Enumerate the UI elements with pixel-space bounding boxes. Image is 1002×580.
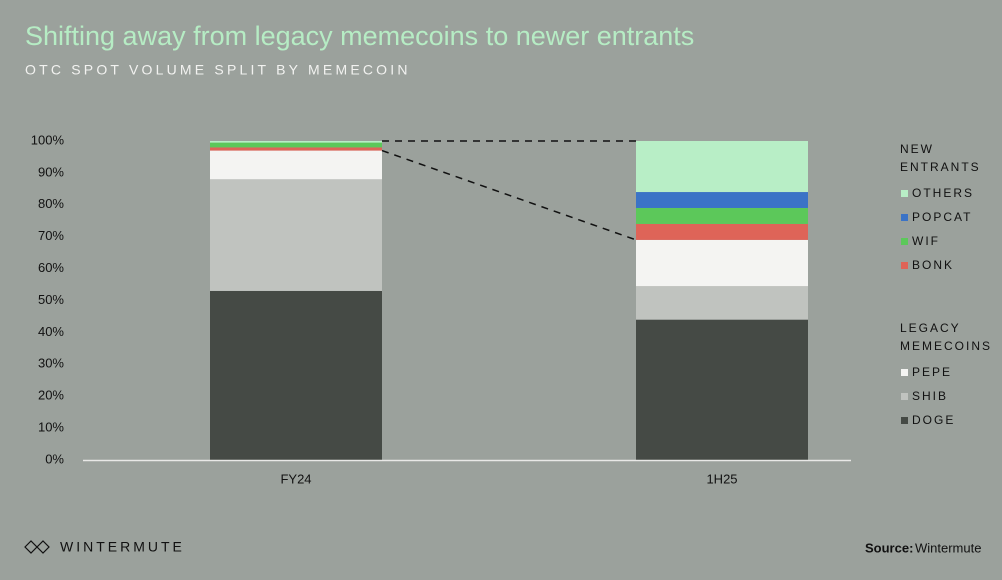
legend-group-title: LEGACY MEMECOINS — [900, 321, 993, 353]
legend-label: WIF — [912, 234, 940, 248]
bar-segment — [636, 141, 808, 193]
bar-segment — [636, 286, 808, 320]
legend-swatch — [901, 369, 908, 376]
bar-segment — [636, 319, 808, 460]
y-tick-label: 20% — [38, 388, 64, 403]
bar-segment — [636, 192, 808, 208]
legend-swatch — [901, 214, 908, 221]
x-tick-label: 1H25 — [706, 471, 737, 486]
source-label: Source: — [865, 540, 913, 555]
bar-segment — [636, 207, 808, 224]
chart-subtitle: OTC SPOT VOLUME SPLIT BY MEMECOIN — [25, 62, 411, 78]
x-tick-label: FY24 — [280, 471, 311, 486]
brand: WINTERMUTE — [60, 539, 185, 555]
legend-swatch — [901, 190, 908, 197]
y-tick-label: 80% — [38, 196, 64, 211]
legend-label: POPCAT — [912, 210, 972, 224]
legend-group-title: LEGACY MEMECOINS — [900, 321, 993, 353]
connector-line — [381, 149, 637, 241]
bar-segment — [210, 150, 382, 180]
y-tick-label: 60% — [38, 260, 64, 275]
y-tick-label: 40% — [38, 324, 64, 339]
legend-label: OTHERS — [912, 186, 974, 200]
bar-segment — [210, 142, 382, 148]
legend-label: BONK — [912, 258, 954, 272]
y-tick-label: 100% — [31, 132, 65, 147]
y-tick-label: 10% — [38, 420, 64, 435]
legend-label: DOGE — [912, 413, 955, 427]
y-tick-label: 50% — [38, 292, 64, 307]
legend-label: PEPE — [912, 365, 952, 379]
legend-group-title: NEW ENTRANTS — [900, 142, 981, 174]
brand-logo — [24, 540, 50, 554]
legend-swatch — [901, 393, 908, 400]
y-tick-label: 90% — [38, 164, 64, 179]
bar-segment — [210, 141, 382, 143]
legend-swatch — [901, 238, 908, 245]
y-tick-label: 0% — [45, 451, 64, 466]
legend-swatch — [901, 417, 908, 424]
bar-segment — [210, 147, 382, 151]
bar-segment — [636, 223, 808, 240]
legend-swatch — [901, 262, 908, 269]
y-tick-label: 30% — [38, 356, 64, 371]
y-tick-label: 70% — [38, 228, 64, 243]
legend-label: SHIB — [912, 389, 948, 403]
source: Wintermute — [915, 540, 981, 555]
legend-group-title: NEW ENTRANTS — [900, 142, 981, 174]
bar-segment — [636, 239, 808, 287]
chart-title: Shifting away from legacy memecoins to n… — [25, 21, 694, 51]
bar-segment — [210, 179, 382, 291]
bar-segment — [210, 290, 382, 460]
